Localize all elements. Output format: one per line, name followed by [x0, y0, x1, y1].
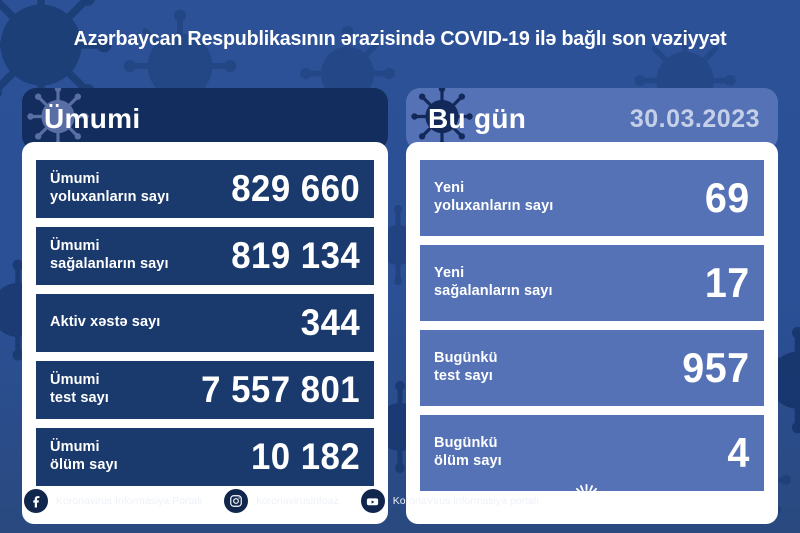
- panel-total-title: Ümumi: [44, 103, 141, 134]
- panel-today-header: Bu gün 30.03.2023: [406, 88, 778, 150]
- sun-virus-icon: [571, 483, 602, 519]
- stat-value: 819 134: [230, 235, 360, 276]
- stat-label: Aktiv xəstə sayı: [50, 314, 161, 331]
- stat-label: Bugünkü test sayı: [434, 350, 498, 384]
- stat-label: Ümumi yoluxanların sayı: [50, 171, 170, 205]
- social-link-instagram[interactable]: koronavirusinfoaz: [224, 489, 339, 513]
- stat-label: Bugünkü ölüm sayı: [434, 435, 502, 469]
- panel-today-title: Bu gün: [428, 103, 527, 134]
- stat-label: Yeni sağalanların sayı: [434, 265, 553, 299]
- youtube-icon[interactable]: [360, 489, 385, 513]
- stat-label: Ümumi ölüm sayı: [50, 439, 118, 473]
- stat-label: Yeni yoluxanların sayı: [434, 180, 554, 214]
- social-label: koronavirusinfoaz: [256, 495, 339, 507]
- stat-label: Ümumi test sayı: [50, 372, 109, 406]
- report-date: 30.03.2023: [629, 104, 760, 133]
- stat-value: 4: [727, 429, 750, 476]
- stat-label: Ümumi sağalanların sayı: [50, 238, 169, 272]
- stat-value: 7 557 801: [201, 369, 360, 410]
- panel-total-card: Ümumi yoluxanların sayı 829 660 Ümumi sa…: [22, 142, 388, 524]
- header-title-bar: Azərbaycan Respublikasının ərazisində CO…: [0, 0, 800, 78]
- stat-row-active-cases: Aktiv xəstə sayı 344: [36, 294, 374, 352]
- stat-row-today-tests: Bugünkü test sayı 957: [420, 330, 764, 406]
- panel-today: Bu gün 30.03.2023 Yeni yoluxanların sayı…: [406, 88, 778, 524]
- facebook-icon[interactable]: [24, 489, 48, 513]
- stat-row-total-deaths: Ümumi ölüm sayı 10 182: [36, 428, 374, 486]
- stat-value: 69: [705, 174, 750, 221]
- stat-value: 344: [300, 302, 360, 343]
- social-link-youtube[interactable]: KoronaVirus informasiya portalı: [360, 489, 540, 513]
- stat-value: 10 182: [250, 436, 360, 477]
- stat-row-total-recovered: Ümumi sağalanların sayı 819 134: [36, 227, 374, 285]
- stat-row-total-cases: Ümumi yoluxanların sayı 829 660: [36, 160, 374, 218]
- brand-suffix: info: [758, 495, 776, 507]
- virus-icon: [26, 88, 90, 150]
- social-link-facebook[interactable]: Koronavirus İnformasiya Portalı: [24, 489, 202, 513]
- stat-value: 957: [682, 344, 750, 391]
- footer: Koronavirus İnformasiya Portalı koronavi…: [0, 473, 800, 533]
- social-label: KoronaVirus informasiya portalı: [392, 495, 540, 507]
- stat-row-total-tests: Ümumi test sayı 7 557 801: [36, 361, 374, 419]
- page-title: Azərbaycan Respublikasının ərazisində CO…: [73, 27, 727, 50]
- stat-row-new-recovered: Yeni sağalanların sayı 17: [420, 245, 764, 321]
- stat-value: 829 660: [230, 168, 360, 209]
- panel-today-card: Yeni yoluxanların sayı 69 Yeni sağalanla…: [406, 142, 778, 524]
- virus-icon: [410, 88, 474, 150]
- instagram-icon[interactable]: [224, 489, 249, 513]
- stat-row-new-cases: Yeni yoluxanların sayı 69: [420, 160, 764, 236]
- brand-name: KoronaVirus: [611, 486, 757, 515]
- social-label: Koronavirus İnformasiya Portalı: [56, 495, 203, 507]
- stat-value: 17: [705, 259, 750, 306]
- panel-total: Ümumi Ümumi yoluxanların sayı 829 660 Üm…: [22, 88, 388, 524]
- panel-total-header: Ümumi: [22, 88, 388, 150]
- brand-logo[interactable]: KoronaVirus info: [571, 483, 784, 519]
